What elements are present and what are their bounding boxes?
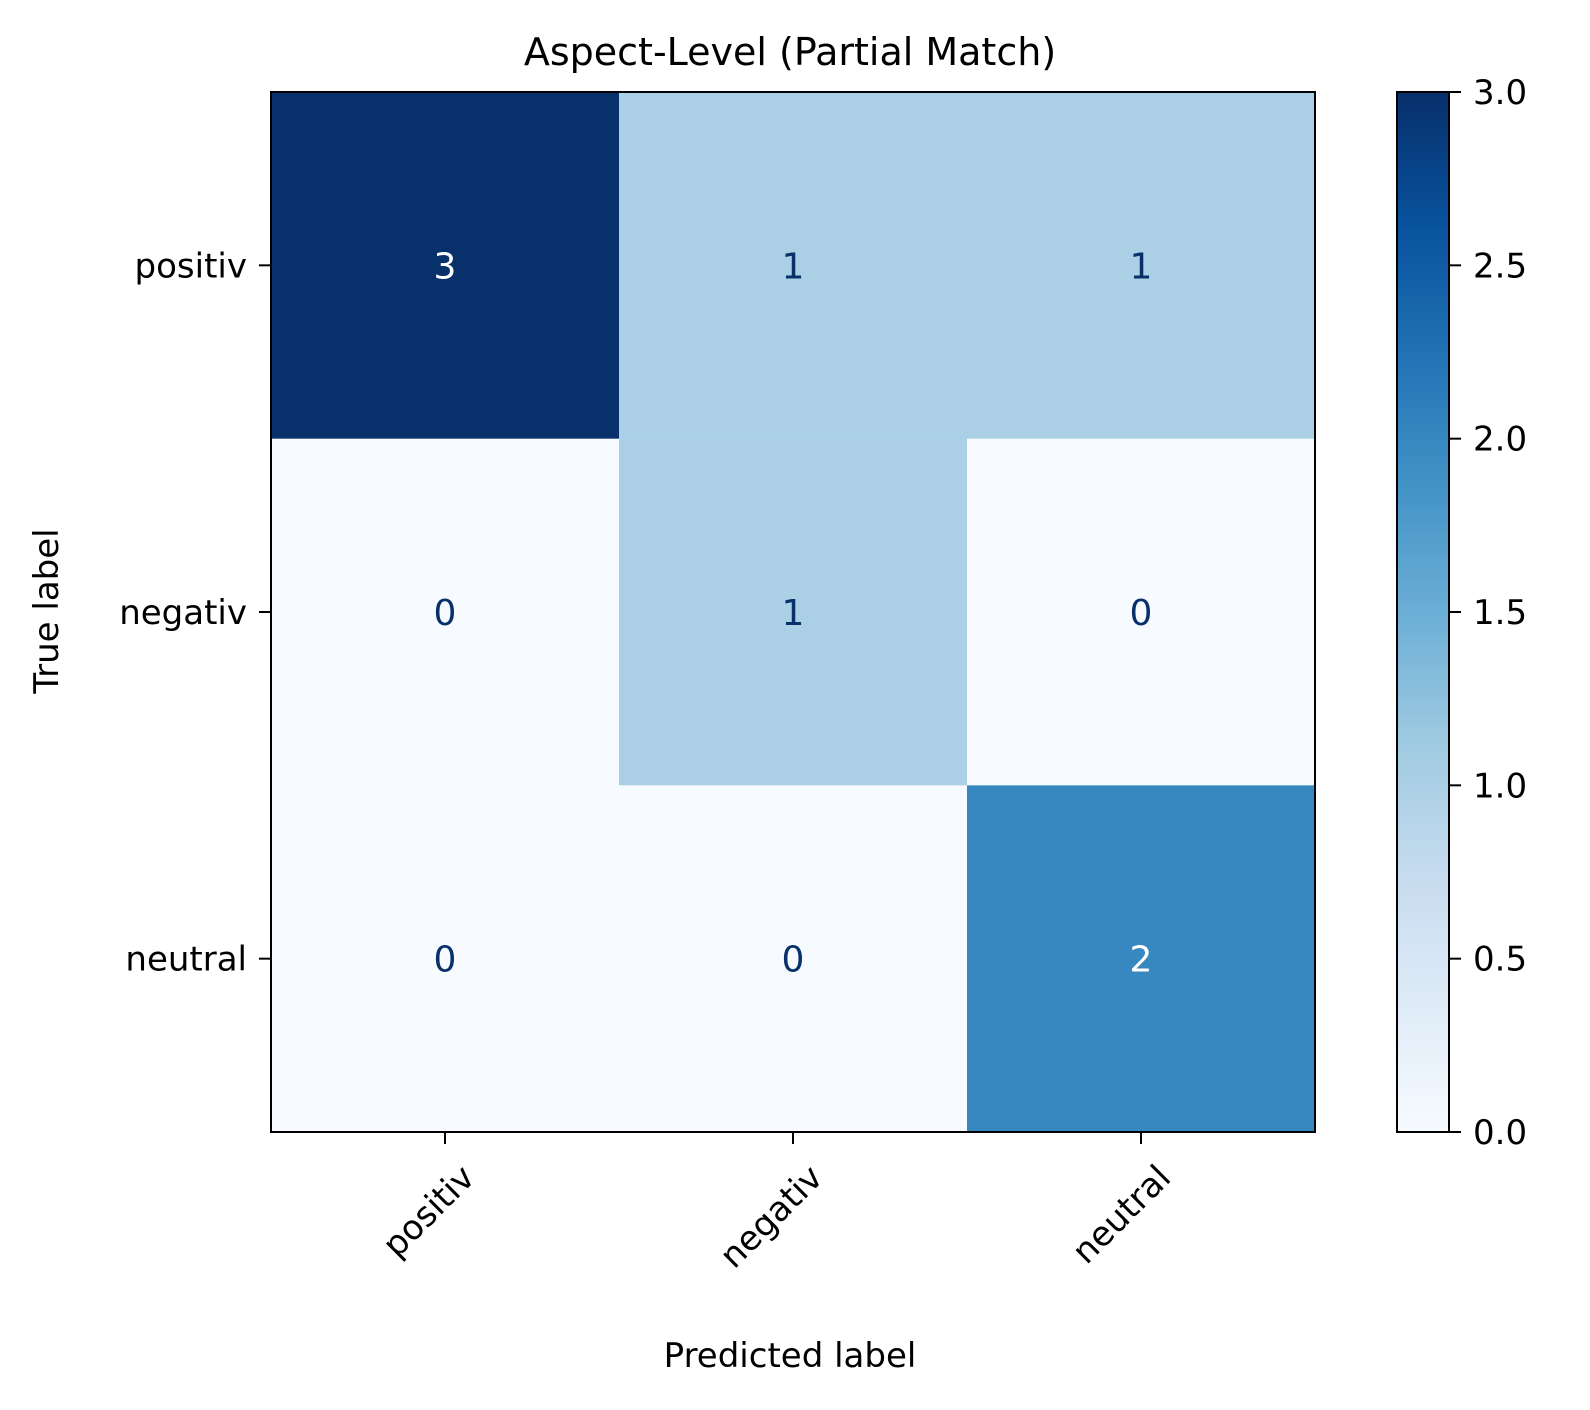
x-tick-label-negativ: negativ — [712, 1158, 831, 1277]
colorbar-tick-label-2.0: 2.0 — [1473, 420, 1527, 460]
heatmap-cell-0-0 — [271, 92, 620, 440]
cell-value-2-0: 0 — [434, 940, 457, 981]
heatmap-cell-1-2 — [967, 438, 1316, 786]
heatmap-cell-2-2 — [967, 785, 1316, 1133]
colorbar-tick-label-1.0: 1.0 — [1473, 766, 1527, 806]
heatmap-cell-1-1 — [619, 438, 968, 786]
cell-value-0-2: 1 — [1130, 246, 1153, 287]
cell-value-1-0: 0 — [434, 593, 457, 634]
cell-value-1-1: 1 — [782, 593, 805, 634]
y-axis-label: True label — [27, 528, 67, 694]
colorbar-tick-label-1.5: 1.5 — [1473, 593, 1527, 633]
cell-value-2-1: 0 — [782, 940, 805, 981]
cell-value-labels: 3 1 1 0 1 0 0 0 2 — [434, 246, 1153, 980]
cell-value-0-1: 1 — [782, 246, 805, 287]
x-axis-label: Predicted label — [664, 1336, 917, 1376]
heatmap-cell-2-0 — [271, 785, 620, 1133]
colorbar — [1396, 91, 1450, 1133]
colorbar-tick-label-2.5: 2.5 — [1473, 246, 1527, 286]
chart-title: Aspect-Level (Partial Match) — [524, 30, 1056, 74]
heatmap-cell-0-1 — [619, 92, 968, 440]
x-tick-label-neutral: neutral — [1065, 1158, 1179, 1272]
colorbar-ticks: 0.0 0.5 1.0 1.5 2.0 2.5 3.0 — [1449, 73, 1527, 1153]
cell-value-1-2: 0 — [1130, 593, 1153, 634]
colorbar-tick-label-3.0: 3.0 — [1473, 73, 1527, 113]
cell-value-0-0: 3 — [434, 246, 457, 287]
colorbar-tick-label-0.5: 0.5 — [1473, 940, 1527, 980]
y-axis-ticks: positiv negativ neutral — [119, 246, 271, 980]
heatmap-cell-0-2 — [967, 92, 1316, 440]
colorbar-tick-label-0.0: 0.0 — [1473, 1113, 1527, 1153]
heatmap-cell-1-0 — [271, 438, 620, 786]
heatmap-cell-2-1 — [619, 785, 968, 1133]
y-tick-label-neutral: neutral — [125, 940, 247, 980]
cell-value-2-2: 2 — [1130, 940, 1153, 981]
x-tick-label-positiv: positiv — [375, 1158, 483, 1266]
y-tick-label-positiv: positiv — [135, 246, 247, 286]
x-axis-ticks: positiv negativ neutral — [375, 1132, 1179, 1276]
y-tick-label-negativ: negativ — [119, 593, 247, 633]
heatmap-cells — [271, 92, 1316, 1133]
